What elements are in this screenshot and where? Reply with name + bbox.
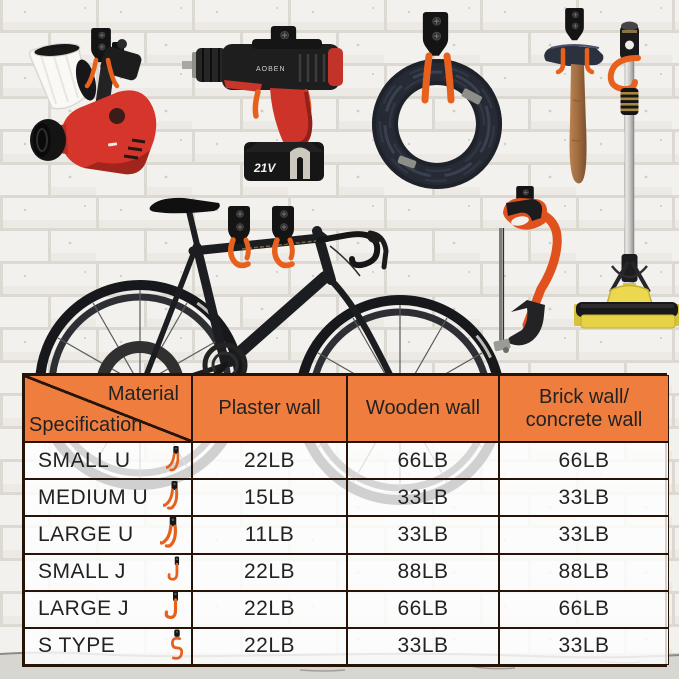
table-cell: 33LB	[347, 627, 499, 665]
u-hook-icon	[163, 480, 179, 510]
table-row-spec: SMALL U	[24, 442, 192, 480]
drill-chuck	[182, 48, 226, 82]
table-cell: 66LB	[499, 442, 669, 480]
cup-collar	[75, 59, 97, 101]
table-cell: 88LB	[347, 553, 499, 591]
saddle	[149, 197, 220, 214]
drill-battery: 21V	[244, 142, 324, 181]
table-row-spec: LARGE U	[24, 516, 192, 554]
paint-sprayer	[28, 27, 157, 175]
table-cell: 33LB	[499, 516, 669, 554]
cordless-drill: AOBEN 21V	[182, 25, 343, 181]
handlebar	[317, 230, 389, 277]
j-hook-icon	[164, 591, 178, 620]
cable-fitting	[461, 88, 483, 105]
table-cell: 33LB	[347, 516, 499, 554]
drill-handle	[270, 88, 313, 148]
cable-coil	[372, 11, 502, 189]
table-row-spec: SMALL J	[24, 553, 192, 591]
column-header-brick-wall: Brick wall/ concrete wall	[499, 375, 669, 442]
table-cell: 33LB	[347, 479, 499, 517]
wood-grain	[571, 99, 584, 142]
s-hook-icon	[171, 629, 184, 661]
squeegee-head	[574, 284, 679, 329]
spec-label: LARGE J	[38, 597, 130, 621]
floor-squeegee	[574, 21, 679, 329]
saw-top-handle	[503, 198, 548, 230]
table-cell: 33LB	[499, 627, 669, 665]
sprayer-cup	[28, 43, 89, 110]
corner-material-label: Material	[107, 383, 179, 405]
orange-j-hook	[607, 55, 641, 93]
load-capacity-table: Material Specification Plaster wall Wood…	[22, 373, 669, 667]
table-row-spec: S TYPE	[24, 627, 192, 665]
column-header-plaster-wall: Plaster wall	[192, 375, 347, 442]
table-cell: 33LB	[499, 479, 669, 517]
table-row-spec: LARGE J	[24, 590, 192, 628]
u-hook-icon	[160, 517, 178, 548]
table-row-spec: MEDIUM U	[24, 479, 192, 517]
spec-label: S TYPE	[38, 634, 116, 658]
table-cell: 88LB	[499, 553, 669, 591]
corner-specification-label: Specification	[29, 413, 143, 436]
spec-label: LARGE U	[38, 522, 134, 546]
sprayer-nozzle	[30, 119, 68, 161]
spec-label: MEDIUM U	[38, 485, 149, 509]
saw-blade	[499, 228, 503, 346]
sprayer-body	[62, 90, 157, 175]
head-highlight	[550, 44, 600, 49]
saw-bottom-handle	[493, 300, 545, 353]
table-cell: 66LB	[499, 590, 669, 628]
drill-body: AOBEN	[222, 39, 343, 92]
j-hook-icon	[167, 556, 180, 581]
table-cell: 22LB	[192, 627, 347, 665]
table-cell: 66LB	[347, 442, 499, 480]
mop-grip	[620, 88, 639, 115]
u-hook-icon	[166, 445, 180, 471]
frame-decal	[241, 240, 317, 250]
spec-label: SMALL U	[38, 448, 131, 472]
hook-prongs	[84, 57, 120, 89]
table-cell: 15LB	[192, 479, 347, 517]
cable-fitting	[397, 155, 417, 169]
bike-hook-right	[271, 205, 295, 269]
hacksaw	[493, 185, 562, 353]
drill-brand-text: AOBEN	[256, 66, 286, 73]
corner-header-cell: Material Specification	[24, 375, 192, 442]
table-cell: 22LB	[192, 590, 347, 628]
bike-hook-left	[227, 205, 251, 269]
table-cell: 11LB	[192, 516, 347, 554]
hammer-handle	[569, 64, 587, 184]
table-cell: 22LB	[192, 442, 347, 480]
hook-prongs	[555, 47, 595, 75]
battery-label: 21V	[253, 161, 276, 175]
table-cell: 22LB	[192, 553, 347, 591]
column-header-wooden-wall: Wooden wall	[347, 375, 499, 442]
spec-label: SMALL J	[38, 560, 126, 584]
mop-handle-top	[620, 21, 639, 61]
table-cell: 66LB	[347, 590, 499, 628]
saw-frame	[522, 211, 562, 330]
hammer	[544, 7, 604, 184]
mop-lower-assembly	[609, 254, 651, 293]
hook-prongs	[421, 52, 455, 104]
